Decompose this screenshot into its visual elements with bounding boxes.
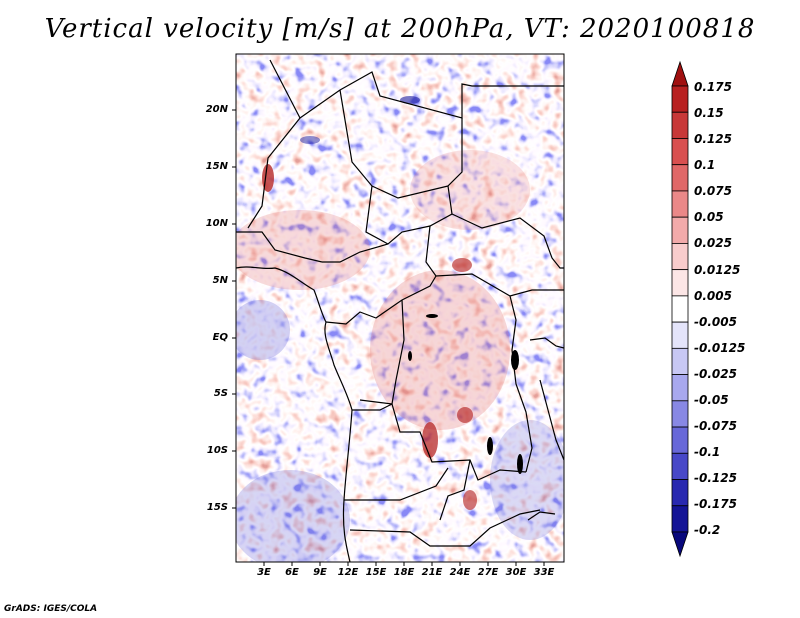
colorbar-segment <box>671 295 689 323</box>
lat-label-15s: 15S <box>206 502 228 513</box>
colorbar-segment <box>671 321 689 349</box>
lakes <box>408 314 523 474</box>
colorbar-segment <box>671 347 689 375</box>
colorbar-label: 0.0125 <box>694 263 741 277</box>
grads-credit: GrADS: IGES/COLA <box>4 604 98 614</box>
colorbar-label: -0.025 <box>694 367 737 381</box>
colorbar-segment <box>671 505 689 533</box>
colorbar-label: -0.175 <box>694 497 737 511</box>
colorbar-label: -0.0125 <box>694 341 746 355</box>
country-borders <box>236 59 564 562</box>
lon-label-30e: 30E <box>505 567 527 578</box>
colorbar-arrow-bottom <box>671 531 689 558</box>
lat-label-eq: EQ <box>212 332 228 343</box>
colorbar-segment <box>671 400 689 428</box>
vertical-velocity-field <box>236 54 564 562</box>
colorbar-label: 0.1 <box>694 158 716 172</box>
lon-label-15e: 15E <box>365 567 387 578</box>
lat-label-5n: 5N <box>212 275 228 286</box>
lat-label-10n: 10N <box>205 218 228 229</box>
colorbar-label: 0.125 <box>694 132 732 146</box>
colorbar-segment <box>671 269 689 297</box>
colorbar-segment <box>671 216 689 244</box>
colorbar-segment <box>671 452 689 480</box>
colorbar-label: -0.2 <box>694 523 721 537</box>
colorbar-segment <box>671 479 689 507</box>
lon-label-24e: 24E <box>449 567 471 578</box>
colorbar-label: -0.05 <box>694 393 729 407</box>
lat-label-10s: 10S <box>206 445 228 456</box>
map-frame <box>235 53 565 563</box>
lat-label-5s: 5S <box>213 388 228 399</box>
lon-label-33e: 33E <box>533 567 555 578</box>
colorbar-label: 0.15 <box>694 106 724 120</box>
colorbar-label: -0.125 <box>694 471 737 485</box>
lon-label-27e: 27E <box>477 567 499 578</box>
colorbar-label: 0.075 <box>694 184 732 198</box>
colorbar-label: 0.025 <box>694 236 732 250</box>
chart-title: Vertical velocity [m/s] at 200hPa, VT: 2… <box>44 14 756 44</box>
colorbar-segment <box>671 164 689 192</box>
colorbar <box>671 60 689 558</box>
lon-label-3e: 3E <box>257 567 271 578</box>
colorbar-segment <box>671 190 689 218</box>
colorbar-label: -0.005 <box>694 315 737 329</box>
colorbar-arrow-top <box>671 60 689 87</box>
lon-label-12e: 12E <box>337 567 359 578</box>
lat-label-15n: 15N <box>205 161 228 172</box>
lat-label-20n: 20N <box>205 104 228 115</box>
colorbar-label: 0.05 <box>694 210 724 224</box>
colorbar-label: 0.005 <box>694 289 732 303</box>
colorbar-segment <box>671 426 689 454</box>
axis-ticks <box>232 109 545 566</box>
colorbar-label: -0.1 <box>694 445 721 459</box>
lon-label-21e: 21E <box>421 567 443 578</box>
colorbar-segment <box>671 374 689 402</box>
colorbar-label: 0.175 <box>694 80 732 94</box>
lon-label-6e: 6E <box>285 567 299 578</box>
lon-label-18e: 18E <box>393 567 415 578</box>
colorbar-segment <box>671 111 689 139</box>
lon-label-9e: 9E <box>313 567 327 578</box>
colorbar-label: -0.075 <box>694 419 737 433</box>
colorbar-segment <box>671 138 689 166</box>
colorbar-segment <box>671 243 689 271</box>
colorbar-segment <box>671 85 689 113</box>
